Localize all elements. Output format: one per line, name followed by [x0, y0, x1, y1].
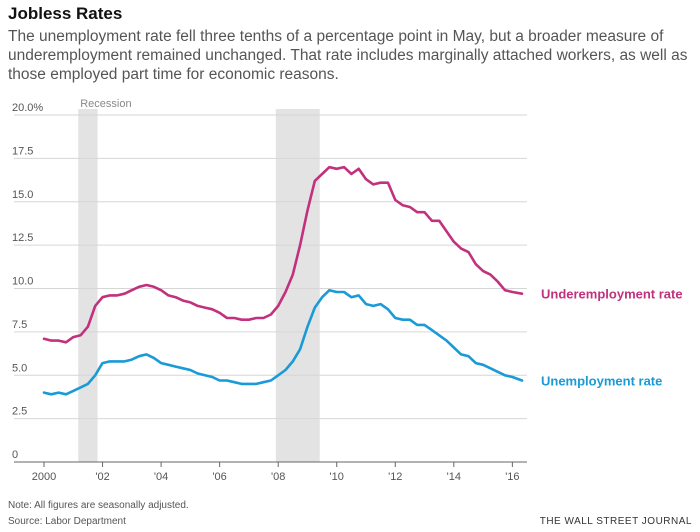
footnote: Note: All figures are seasonally adjuste… — [8, 500, 189, 511]
series-labels: Underemployment rate Unemployment rate — [541, 287, 683, 389]
y-tick-label: 10.0 — [12, 276, 33, 288]
chart-subtitle: The unemployment rate fell three tenths … — [8, 28, 688, 83]
underemployment-rate-line — [42, 165, 524, 344]
recession-label: Recession — [80, 98, 131, 110]
unemployment-rate-line — [42, 288, 524, 396]
source-note: Source: Labor Department — [8, 516, 126, 527]
publisher-logo: THE WALL STREET JOURNAL — [539, 516, 692, 527]
x-tick-label: '14 — [447, 471, 461, 483]
recession-bands: Recession — [78, 98, 320, 462]
x-tick-label: 2000 — [32, 471, 56, 483]
chart-title: Jobless Rates — [8, 4, 123, 23]
y-tick-label: 5.0 — [12, 362, 27, 374]
x-tick-label: '06 — [212, 471, 226, 483]
x-tick-label: '04 — [154, 471, 168, 483]
x-tick-label: '16 — [505, 471, 519, 483]
y-tick-label: 15.0 — [12, 189, 33, 201]
x-tick-label: '08 — [271, 471, 285, 483]
y-tick-label: 0 — [12, 449, 18, 461]
gridlines — [14, 114, 527, 463]
recession-band-2 — [275, 109, 320, 462]
recession-band-1 — [78, 109, 98, 462]
y-tick-label: 17.5 — [12, 145, 33, 157]
y-axis-ticks: 0 2.5 5.0 7.5 10.0 12.5 15.0 17.5 20.0% — [12, 102, 43, 461]
x-tick-label: '10 — [330, 471, 344, 483]
x-tick-label: '02 — [95, 471, 109, 483]
y-tick-label: 12.5 — [12, 232, 33, 244]
y-tick-label: 20.0% — [12, 102, 43, 114]
x-axis-ticks: 2000 '02 '04 '06 '08 '10 '12 '14 '16 — [32, 462, 520, 483]
y-tick-label: 7.5 — [12, 319, 27, 331]
underemployment-rate-label: Underemployment rate — [541, 287, 683, 302]
unemployment-rate-label: Unemployment rate — [541, 373, 662, 388]
y-tick-label: 2.5 — [12, 406, 27, 418]
series-lines — [42, 165, 524, 396]
x-tick-label: '12 — [388, 471, 402, 483]
